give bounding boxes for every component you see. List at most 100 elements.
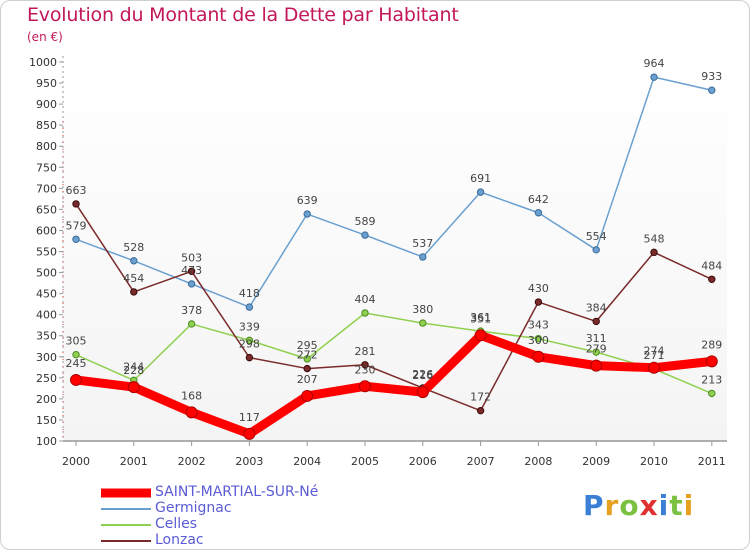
data-point (708, 86, 716, 94)
y-tick-label: 400 (36, 309, 57, 322)
data-point (419, 319, 427, 327)
data-label: 380 (412, 303, 433, 316)
unit-label: (en €) (27, 30, 63, 44)
data-point (705, 355, 718, 368)
data-label: 172 (470, 391, 491, 404)
data-point (708, 389, 716, 398)
x-tick-label: 2005 (351, 455, 379, 468)
data-point (416, 386, 429, 399)
data-point (419, 253, 427, 261)
x-tick-label: 2003 (235, 455, 263, 468)
data-label: 305 (66, 335, 87, 348)
data-label: 311 (586, 332, 607, 345)
data-label: 361 (470, 311, 491, 324)
y-tick-label: 550 (36, 246, 57, 259)
data-label: 528 (123, 241, 144, 254)
y-tick-label: 450 (36, 288, 57, 301)
data-point (130, 288, 138, 296)
plot-area (63, 63, 727, 441)
data-label: 289 (701, 338, 722, 351)
data-point (532, 350, 545, 363)
data-label: 244 (123, 360, 144, 373)
data-point (127, 381, 140, 394)
data-label: 274 (644, 345, 665, 358)
data-point (245, 303, 254, 311)
data-point (303, 364, 311, 373)
data-label: 213 (701, 373, 722, 386)
data-label: 691 (470, 172, 491, 185)
x-tick-label: 2002 (178, 455, 206, 468)
data-label: 271 (644, 349, 665, 362)
x-tick-label: 2000 (62, 455, 90, 468)
data-point (590, 359, 603, 372)
x-tick-label: 2008 (524, 455, 552, 468)
data-point (70, 373, 82, 386)
data-label: 279 (586, 343, 607, 356)
y-tick-label: 100 (36, 435, 57, 448)
y-tick-label: 950 (36, 77, 57, 90)
data-point (72, 235, 80, 243)
series-line-0 (75, 76, 713, 308)
data-label: 378 (181, 304, 202, 317)
data-point (650, 248, 658, 257)
y-tick-label: 750 (36, 161, 57, 174)
data-label: 216 (412, 369, 433, 382)
data-point (130, 257, 138, 265)
legend-swatch (101, 508, 151, 510)
y-tick-label: 1000 (29, 56, 57, 69)
data-label: 298 (239, 338, 260, 351)
data-label: 589 (355, 215, 376, 228)
data-label: 554 (586, 230, 607, 243)
data-point (185, 406, 198, 419)
data-label: 933 (701, 70, 722, 83)
x-tick-label: 2004 (293, 455, 321, 468)
data-point (187, 267, 196, 275)
y-tick-label: 500 (36, 267, 57, 280)
legend-swatch (101, 488, 151, 498)
data-label: 639 (297, 194, 318, 207)
data-point (592, 317, 600, 326)
data-label: 548 (644, 232, 665, 245)
data-label: 351 (470, 312, 491, 325)
data-point (187, 280, 196, 288)
data-point (187, 320, 196, 328)
data-label: 339 (239, 320, 260, 333)
data-label: 404 (355, 293, 376, 306)
legend-label: SAINT-MARTIAL-SUR-Né (155, 484, 319, 500)
data-label: 343 (528, 319, 549, 332)
data-point (534, 334, 543, 343)
data-label: 168 (181, 389, 202, 402)
y-tick-label: 150 (36, 414, 57, 427)
data-label: 228 (123, 364, 144, 377)
x-tick-label: 2010 (640, 455, 668, 468)
data-label: 454 (123, 272, 144, 285)
data-label: 295 (297, 339, 318, 352)
data-point (72, 200, 80, 208)
legend-swatch (101, 540, 151, 542)
data-point (592, 348, 600, 356)
data-label: 418 (239, 287, 260, 300)
chart-title: Evolution du Montant de la Dette par Hab… (27, 4, 459, 26)
x-tick-label: 2007 (467, 455, 495, 468)
data-point (476, 188, 485, 196)
data-point (534, 298, 543, 306)
series-line-2 (75, 203, 713, 412)
legend-label: Germignac (155, 500, 232, 516)
y-tick-label: 650 (36, 203, 57, 216)
data-label: 384 (586, 301, 607, 314)
data-point (648, 361, 660, 374)
logo-letter: t (669, 489, 684, 522)
data-point (243, 427, 256, 440)
logo-letter: x (639, 489, 659, 522)
logo-letter: o (619, 489, 640, 522)
data-label: 245 (66, 357, 87, 370)
y-tick-label: 300 (36, 351, 57, 364)
y-tick-label: 200 (36, 393, 57, 406)
data-point (650, 73, 658, 81)
data-point (592, 246, 600, 254)
data-label: 230 (355, 363, 376, 376)
data-point (361, 231, 369, 239)
y-tick-label: 600 (36, 224, 57, 237)
data-point (359, 380, 371, 393)
